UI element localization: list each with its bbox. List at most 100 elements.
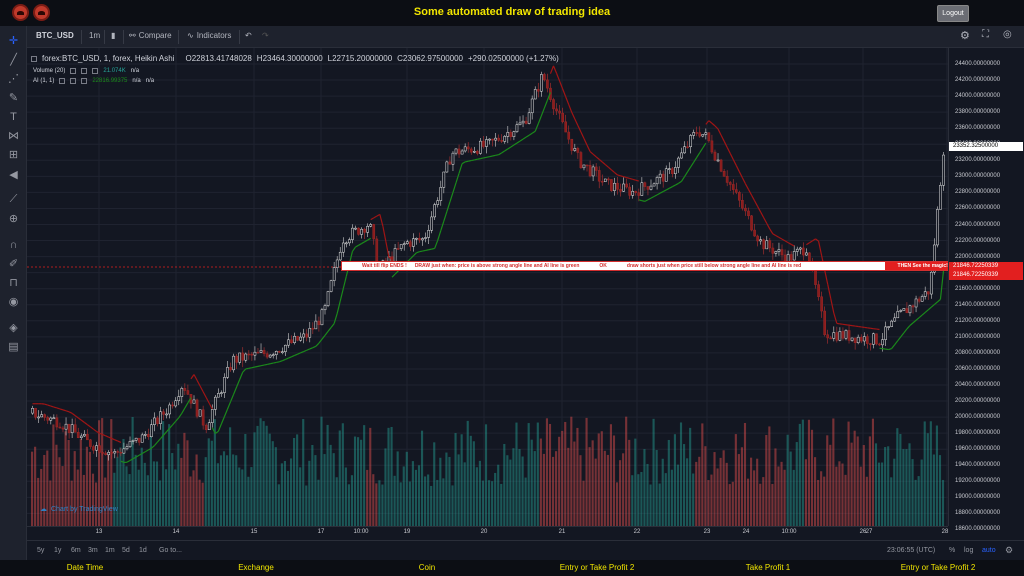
volume-bar xyxy=(704,446,707,526)
ai-line-segment xyxy=(483,156,487,159)
candle xyxy=(905,308,909,314)
ai-line-segment xyxy=(129,458,134,461)
candle xyxy=(908,305,912,314)
chart-area[interactable]: forex:BTC_USD, 1, forex, Heikin Ashi O22… xyxy=(27,48,948,526)
ai-line-segment xyxy=(80,419,85,423)
candle xyxy=(597,170,601,182)
candle xyxy=(220,392,223,394)
ai-line-segment xyxy=(614,171,618,176)
ai-line-segment xyxy=(604,164,609,168)
ruler-icon[interactable]: ⟋ xyxy=(9,193,18,205)
lock-icon[interactable]: ⊓ xyxy=(9,277,18,289)
goto-button[interactable]: Go to... xyxy=(159,547,182,554)
tradingview-watermark[interactable]: ☁ Chart by TradingView xyxy=(40,505,118,514)
percent-toggle[interactable]: % xyxy=(949,547,956,554)
volume-bar xyxy=(701,423,704,526)
eye-icon[interactable]: ◉ xyxy=(8,296,19,308)
range-button-3m[interactable]: 3m xyxy=(88,547,98,554)
settings-icon[interactable]: ⚙ xyxy=(1005,545,1014,555)
volume-bar xyxy=(753,470,756,526)
magnet-icon[interactable]: ∩ xyxy=(9,238,18,251)
ai-line-segment xyxy=(288,356,292,359)
ai-line-segment xyxy=(276,361,280,364)
ai-line-segment xyxy=(635,179,639,182)
volume-bar xyxy=(219,455,223,526)
fullscreen-icon[interactable]: ⛶ xyxy=(982,29,989,40)
candle xyxy=(412,238,415,247)
ai-line-segment xyxy=(428,248,432,251)
candle xyxy=(113,451,117,454)
candle xyxy=(491,138,494,141)
ai-line-segment xyxy=(738,171,743,179)
price-chart[interactable] xyxy=(27,48,948,526)
pattern-icon[interactable]: ⋈ xyxy=(8,130,19,142)
volume-bar xyxy=(728,484,731,526)
candle xyxy=(402,243,406,245)
candle xyxy=(850,337,854,341)
volume-bar xyxy=(813,457,817,526)
range-button-1d[interactable]: 1d xyxy=(139,547,147,554)
candle xyxy=(320,309,324,326)
ai-line-segment xyxy=(117,440,122,443)
undo-icon[interactable]: ↶ xyxy=(245,31,252,40)
volume-bar xyxy=(874,443,878,526)
ai-line-segment xyxy=(519,138,524,142)
indicators-button[interactable]: ∿ Indicators xyxy=(187,31,232,40)
range-button-5d[interactable]: 5d xyxy=(122,547,130,554)
range-button-6m[interactable]: 6m xyxy=(71,547,81,554)
range-button-1y[interactable]: 1y xyxy=(54,547,62,554)
settings-icon[interactable]: ⚙ xyxy=(960,30,970,42)
ai-line-segment xyxy=(775,235,780,238)
crosshair-icon[interactable]: ✛ xyxy=(8,35,19,47)
zoom-icon[interactable]: ⊕ xyxy=(8,213,19,225)
text-icon[interactable]: T xyxy=(10,110,17,123)
time-axis[interactable]: 13 14 15 17 10:00 19 20 21 22 23 24 10:00 26 27 28 xyxy=(27,526,948,540)
prediction-icon[interactable]: ⊞ xyxy=(8,149,19,161)
volume-bar xyxy=(353,436,357,526)
layers-icon[interactable]: ◈ xyxy=(9,322,18,334)
logout-button[interactable]: Logout xyxy=(937,5,969,22)
brush-icon[interactable]: ✎ xyxy=(8,92,19,104)
volume-bar xyxy=(938,455,942,526)
ai-line-segment xyxy=(705,120,710,125)
interval-selector[interactable]: 1m xyxy=(89,31,101,40)
back-arrow-icon[interactable]: ◀ xyxy=(9,169,18,181)
volume-bar xyxy=(676,464,680,526)
price-axis[interactable]: 24400.00000000 24200.00000000 24000.000000… xyxy=(948,48,1024,532)
ai-line-segment xyxy=(153,441,158,447)
x-tick-label: 19 xyxy=(403,529,411,535)
y-tick-label: 24400.00000000 xyxy=(955,61,1001,67)
volume-bar xyxy=(302,419,305,526)
volume-bar xyxy=(545,418,549,526)
volume-bar xyxy=(829,444,832,526)
volume-bar xyxy=(603,450,606,526)
chart-type-icon[interactable]: ▮ xyxy=(111,31,116,40)
candle xyxy=(140,434,144,443)
lock-drawing-icon[interactable]: ✐ xyxy=(8,258,19,270)
trash-icon[interactable]: ▤ xyxy=(8,341,19,353)
ai-line-segment xyxy=(251,366,256,369)
trendline-icon[interactable]: ╱ xyxy=(10,54,17,66)
volume-bar xyxy=(107,454,110,526)
log-toggle[interactable]: log xyxy=(964,547,974,554)
symbol-selector[interactable]: BTC_USD xyxy=(36,31,74,40)
volume-bar xyxy=(469,435,472,526)
candle xyxy=(348,239,351,244)
ai-line-segment xyxy=(918,314,923,319)
volume-legend: Volume (20) 21.074K n/a xyxy=(33,68,140,74)
volume-bar xyxy=(198,479,201,526)
snapshot-icon[interactable]: ◎ xyxy=(1003,29,1012,40)
volume-bar xyxy=(710,474,713,526)
compare-button[interactable]: ⚯ Compare xyxy=(129,31,172,40)
auto-toggle[interactable]: auto xyxy=(982,547,996,554)
redo-icon[interactable]: ↷ xyxy=(262,31,269,40)
candle xyxy=(488,138,491,141)
candle xyxy=(875,333,878,345)
volume-bar xyxy=(600,431,603,526)
fib-icon[interactable]: ⋰ xyxy=(8,73,19,85)
range-button-1m[interactable]: 1m xyxy=(105,547,115,554)
ai-line-segment xyxy=(166,427,171,433)
range-button-5y[interactable]: 5y xyxy=(37,547,45,554)
ai-line-segment xyxy=(711,122,716,127)
collapse-icon[interactable] xyxy=(31,55,37,62)
